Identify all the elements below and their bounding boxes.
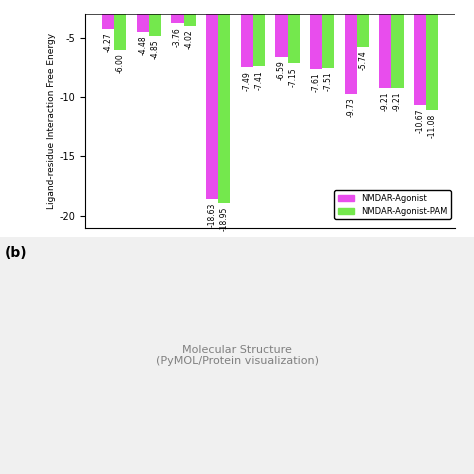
Text: -6.00: -6.00 bbox=[116, 54, 125, 73]
Bar bbox=[426, 0, 438, 110]
Text: -18.95: -18.95 bbox=[220, 207, 229, 231]
Bar bbox=[218, 0, 230, 203]
Bar bbox=[392, 0, 403, 88]
Text: -5.74: -5.74 bbox=[358, 50, 367, 70]
Bar bbox=[345, 0, 357, 94]
Text: -6.59: -6.59 bbox=[277, 60, 286, 80]
Text: -11.08: -11.08 bbox=[428, 114, 437, 138]
Text: (b): (b) bbox=[5, 246, 27, 261]
Text: -7.61: -7.61 bbox=[311, 73, 320, 92]
Bar bbox=[379, 0, 392, 88]
Text: -9.21: -9.21 bbox=[393, 91, 402, 111]
Bar bbox=[241, 0, 253, 67]
Bar bbox=[414, 0, 426, 105]
Bar bbox=[253, 0, 265, 66]
Bar bbox=[114, 0, 127, 50]
Bar bbox=[149, 0, 161, 36]
Text: -4.85: -4.85 bbox=[150, 40, 159, 59]
Bar bbox=[310, 0, 322, 69]
Bar bbox=[357, 0, 369, 47]
Bar bbox=[275, 0, 288, 57]
Text: -10.67: -10.67 bbox=[416, 109, 425, 133]
Bar bbox=[288, 0, 300, 64]
Text: -7.15: -7.15 bbox=[289, 67, 298, 87]
Y-axis label: Ligand-residue Interaction Free Energy: Ligand-residue Interaction Free Energy bbox=[46, 33, 55, 209]
Text: Molecular Structure
(PyMOL/Protein visualization): Molecular Structure (PyMOL/Protein visua… bbox=[155, 345, 319, 366]
Text: -3.76: -3.76 bbox=[173, 27, 182, 46]
Bar bbox=[102, 0, 114, 29]
Text: -4.02: -4.02 bbox=[185, 30, 194, 49]
Text: -18.63: -18.63 bbox=[208, 203, 217, 228]
Bar bbox=[206, 0, 218, 200]
Text: -7.49: -7.49 bbox=[242, 71, 251, 91]
Text: -4.27: -4.27 bbox=[104, 33, 113, 53]
Legend: NMDAR-Agonist, NMDAR-Agonist-PAM: NMDAR-Agonist, NMDAR-Agonist-PAM bbox=[335, 190, 451, 219]
Bar bbox=[322, 0, 334, 68]
Text: -9.73: -9.73 bbox=[346, 98, 355, 117]
Bar bbox=[172, 0, 183, 23]
Text: -9.21: -9.21 bbox=[381, 91, 390, 111]
Text: -4.48: -4.48 bbox=[138, 36, 147, 55]
Text: -7.41: -7.41 bbox=[255, 70, 264, 90]
Text: -7.51: -7.51 bbox=[324, 71, 333, 91]
Bar bbox=[183, 0, 196, 27]
Bar bbox=[137, 0, 149, 32]
